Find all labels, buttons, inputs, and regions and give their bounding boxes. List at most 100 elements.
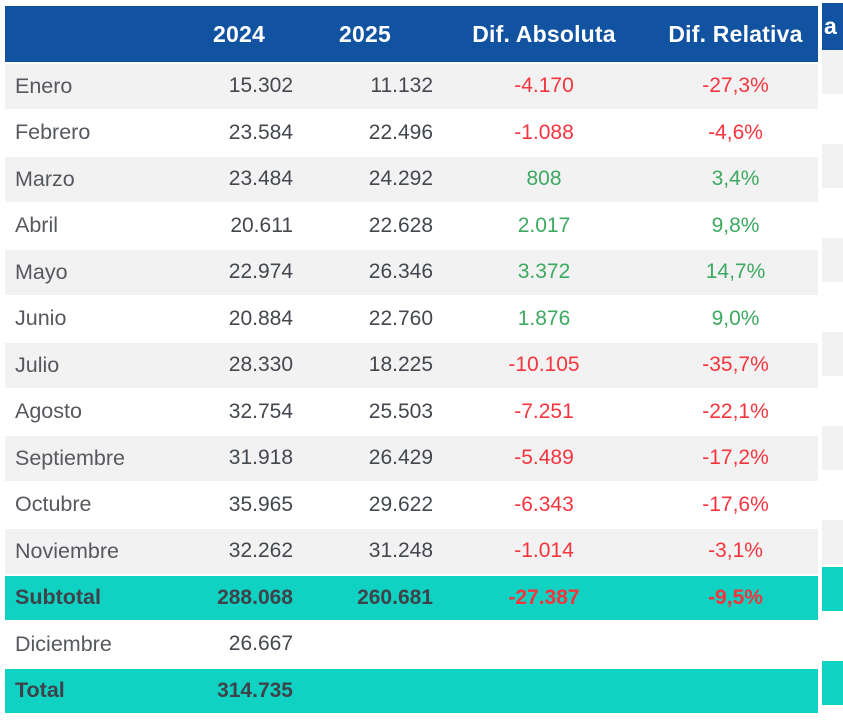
cell-dif-relativa: -17,2% (702, 446, 769, 470)
cell-month: Agosto (15, 399, 82, 424)
cell-month: Octubre (15, 492, 92, 517)
cell-2024: 15.302 (228, 74, 293, 98)
table-row-octubre: Octubre 35.965 29.622 -6.343 -17,6% (5, 480, 818, 527)
partial-table-row (822, 50, 843, 97)
cell-month: Febrero (15, 120, 91, 145)
column-header-dif_rel: Dif. Relativa (668, 20, 803, 47)
partial-table-row (822, 426, 843, 473)
cell-dif-relativa: 9,8% (711, 213, 760, 237)
cell-month: Junio (15, 306, 67, 331)
cell-month: Abril (15, 213, 59, 238)
cell-2024: 288.068 (217, 585, 293, 609)
cell-dif-relativa: -35,7% (702, 353, 769, 377)
cell-month: Noviembre (15, 538, 119, 563)
cell-month: Diciembre (15, 631, 112, 656)
cell-dif-absoluta: -1.088 (514, 120, 574, 144)
cell-2025: 22.628 (368, 213, 433, 237)
cell-month: Subtotal (15, 585, 101, 610)
table-row-total: Total 314.735 (5, 666, 818, 713)
cell-2025: 22.760 (368, 306, 433, 330)
cell-dif-absoluta: -1.014 (514, 539, 574, 563)
partial-table-row (822, 661, 843, 708)
cell-2024: 314.735 (217, 678, 293, 702)
cell-dif-relativa: -27,3% (702, 74, 769, 98)
partial-table-row (822, 614, 843, 661)
table-row-agosto: Agosto 32.754 25.503 -7.251 -22,1% (5, 387, 818, 434)
cell-2024: 20.611 (230, 213, 293, 237)
cell-2025: 18.225 (368, 353, 433, 377)
column-header-y2025: 2025 (339, 20, 391, 47)
cell-dif-absoluta: -10.105 (508, 353, 580, 377)
cell-2025: 25.503 (368, 399, 433, 423)
table-row-diciembre: Diciembre 26.667 (5, 620, 818, 667)
cell-2024: 32.262 (228, 539, 293, 563)
cell-dif-relativa: 14,7% (705, 260, 766, 284)
table-row-mayo: Mayo 22.974 26.346 3.372 14,7% (5, 248, 818, 295)
cell-2025: 26.429 (368, 446, 433, 470)
cell-month: Septiembre (15, 445, 125, 470)
partial-table-row (822, 520, 843, 567)
partial-table-row (822, 473, 843, 520)
cell-dif-absoluta: -7.251 (514, 399, 574, 423)
table-row-junio: Junio 20.884 22.760 1.876 9,0% (5, 294, 818, 341)
cell-month: Marzo (15, 166, 75, 191)
partial-table-row (822, 97, 843, 144)
partial-table-body (822, 50, 843, 708)
cell-month: Enero (15, 73, 73, 98)
cell-2024: 23.584 (228, 120, 293, 144)
cell-dif-absoluta: 2.017 (517, 213, 571, 237)
cell-dif-relativa: -4,6% (708, 120, 763, 144)
column-header-y2024: 2024 (213, 20, 265, 47)
partial-table-row (822, 144, 843, 191)
table-row-febrero: Febrero 23.584 22.496 -1.088 -4,6% (5, 108, 818, 155)
cell-2024: 32.754 (228, 399, 293, 423)
cell-dif-absoluta: -5.489 (514, 446, 574, 470)
cell-2025: 22.496 (368, 120, 433, 144)
partial-table-row (822, 567, 843, 614)
partial-table-row (822, 379, 843, 426)
table-header-row: 2024 2025 Dif. Absoluta Dif. Relativa (5, 6, 818, 62)
cell-2025: 11.132 (370, 74, 433, 98)
cell-2025: 31.248 (368, 539, 433, 563)
table-row-noviembre: Noviembre 32.262 31.248 -1.014 -3,1% (5, 527, 818, 574)
partial-table-row (822, 285, 843, 332)
table-row-julio: Julio 28.330 18.225 -10.105 -35,7% (5, 341, 818, 388)
cell-dif-absoluta: -4.170 (514, 74, 574, 98)
cell-dif-relativa: -22,1% (702, 399, 769, 423)
partial-second-table: a (822, 3, 843, 708)
partial-table-row (822, 332, 843, 379)
cell-2024: 20.884 (228, 306, 293, 330)
cell-dif-relativa: 3,4% (711, 167, 760, 191)
cell-2025: 260.681 (357, 585, 433, 609)
cell-dif-absoluta: -6.343 (514, 492, 574, 516)
cell-dif-absoluta: 808 (526, 167, 562, 191)
table-row-subtotal: Subtotal 288.068 260.681 -27.387 -9,5% (5, 573, 818, 620)
cell-dif-absoluta: 1.876 (517, 306, 571, 330)
cell-2024: 28.330 (228, 353, 293, 377)
cell-month: Mayo (15, 259, 68, 284)
monthly-comparison-table: 2024 2025 Dif. Absoluta Dif. Relativa Enero… (5, 6, 818, 713)
cell-2024: 31.918 (228, 446, 293, 470)
cell-2024: 26.667 (228, 632, 293, 656)
cell-dif-relativa: -3,1% (708, 539, 763, 563)
partial-table-row (822, 238, 843, 285)
cell-2024: 22.974 (228, 260, 293, 284)
cell-dif-absoluta: 3.372 (517, 260, 571, 284)
cell-2024: 23.484 (228, 167, 293, 191)
cell-month: Julio (15, 352, 60, 377)
table-row-enero: Enero 15.302 11.132 -4.170 -27,3% (5, 62, 818, 109)
cell-2025: 26.346 (368, 260, 433, 284)
cell-dif-absoluta: -27.387 (508, 585, 580, 609)
cell-dif-relativa: -17,6% (702, 492, 769, 516)
column-header-dif_abs: Dif. Absoluta (472, 20, 616, 47)
table-row-septiembre: Septiembre 31.918 26.429 -5.489 -17,2% (5, 434, 818, 481)
cell-2024: 35.965 (228, 492, 293, 516)
table-row-abril: Abril 20.611 22.628 2.017 9,8% (5, 201, 818, 248)
partial-table-header: a (822, 3, 843, 50)
cell-month: Total (15, 678, 65, 703)
table-body: Enero 15.302 11.132 -4.170 -27,3% Febrero 23.5… (5, 62, 818, 713)
table-row-marzo: Marzo 23.484 24.292 808 3,4% (5, 155, 818, 202)
cell-dif-relativa: 9,0% (711, 306, 760, 330)
cell-2025: 29.622 (368, 492, 433, 516)
partial-table-row (822, 191, 843, 238)
